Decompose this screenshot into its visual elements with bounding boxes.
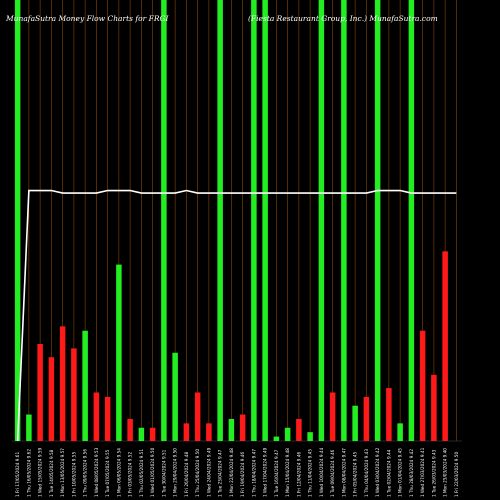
x-tick-label: 1 Mon 13/05/2024 9.57	[60, 448, 65, 497]
x-tick-label: 1 Thu 25/04/2024 9.50	[195, 449, 200, 497]
x-tick-label: 1 Fri 10/05/2024 9.55	[71, 452, 76, 497]
bar	[228, 418, 235, 441]
bar	[419, 330, 426, 441]
x-tick-label: 1 Thu 18/04/2024 9.47	[251, 449, 256, 497]
bar	[262, 0, 268, 441]
x-tick-label: 1 Mon 29/04/2024 9.50	[173, 448, 178, 497]
x-tick-label: 1 Tue 30/04/2024 9.51	[161, 449, 166, 497]
bar	[341, 0, 347, 441]
bar	[26, 414, 32, 441]
x-tick-label: 1 Tue 14/05/2024 9.58	[49, 449, 54, 497]
bar-series	[14, 0, 448, 441]
bar	[431, 374, 437, 441]
bar	[82, 330, 88, 441]
x-tick-label: 1 Wed 03/04/2024 9.42	[375, 447, 380, 497]
x-tick-label: 1 Tue 09/04/2024 9.46	[330, 449, 335, 497]
bar	[93, 392, 100, 441]
x-tick-label: 1 Mon 22/04/2024 9.48	[229, 448, 234, 497]
x-tick-label: 1 Fri 19/04/2024 9.46	[240, 452, 245, 497]
x-tick-label: 1 Thu 11/04/2024 9.45	[308, 449, 313, 497]
bar	[397, 423, 403, 441]
x-tick-label: 1 Mon 15/04/2024 9.48	[285, 448, 290, 497]
bar	[172, 352, 178, 441]
bar	[194, 392, 201, 441]
chart-title: MunafaSutra Money Flow Charts for FRGI	[5, 14, 169, 23]
bar	[14, 0, 21, 441]
x-tick-label: 1 Tue 16/04/2024 9.47	[274, 449, 279, 497]
x-tick-label: 1 Tue 02/04/2024 9.44	[386, 449, 391, 497]
x-tick-label: 1 Thu 16/05/2024 9.62	[26, 449, 31, 497]
x-tick-label: 1 Mon 01/04/2024 9.45	[398, 448, 403, 497]
x-tick-label: 1 Wed 17/04/2024 9.49	[263, 447, 268, 497]
bar	[138, 427, 145, 441]
bar	[48, 357, 55, 441]
x-tick-label: 1 Fri 12/04/2024 9.46	[296, 452, 301, 497]
x-tick-label: 1 Wed 24/04/2024 9.49	[206, 447, 211, 497]
x-tick-label: 1 Wed 15/05/2024 9.59	[38, 447, 43, 497]
x-tick-label: 1 Fri 17/05/2024 9.61	[15, 452, 20, 497]
bar	[161, 0, 167, 441]
bar	[318, 0, 325, 441]
x-tick-label: 1 Wed 27/03/2024 9.41	[420, 447, 425, 497]
x-tick-label: 1 Fri 03/05/2024 9.52	[128, 452, 133, 497]
x-tick-label: 1 Thu 04/04/2024 9.43	[364, 449, 369, 497]
bar	[183, 423, 190, 441]
price-line	[16, 189, 457, 442]
x-tick-label: 1 Fri 26/04/2024 9.48	[184, 452, 189, 497]
bar	[239, 414, 246, 441]
x-tick-labels: 1 Fri 17/05/2024 9.61 1 Thu 16/05/2024 9.…	[15, 447, 459, 497]
bar	[296, 418, 302, 441]
bar	[149, 427, 156, 441]
bar	[116, 264, 122, 441]
bar	[251, 0, 257, 441]
bar	[59, 326, 66, 441]
chart-subtitle: (Fiesta Restaurant Group, Inc.) MunafaSu…	[248, 14, 438, 23]
x-tick-label: 1 Thu 28/03/2024 9.42	[409, 449, 414, 497]
bar	[284, 427, 291, 441]
x-tick-label: 1 Wed 08/05/2024 9.53	[94, 447, 99, 497]
bar	[217, 0, 223, 441]
x-tick-label: 1 Tue 23/04/2024 9.47	[218, 449, 223, 497]
bar	[104, 396, 111, 441]
bar	[442, 251, 448, 441]
bar	[37, 343, 43, 441]
bar	[273, 436, 280, 441]
bar	[307, 432, 313, 441]
x-tick-label: 1 Mon 08/04/2024 9.47	[341, 448, 346, 497]
bar	[374, 0, 381, 441]
x-tick-label: 1 Wed 01/05/2024 9.50	[150, 447, 155, 497]
bar	[329, 392, 336, 441]
x-tick-label: 1 Thu 02/05/2024 9.51	[139, 449, 144, 497]
bar	[386, 388, 392, 441]
x-tick-label: 1 Fri 22/03/2024 9.50	[454, 452, 459, 497]
x-tick-label: 1 Fri 05/04/2024 9.45	[353, 452, 358, 497]
bar	[352, 405, 358, 441]
bar	[71, 348, 77, 441]
x-tick-label: 1 Tue 26/03/2024 9.43	[431, 449, 436, 497]
bar	[363, 396, 370, 441]
x-tick-label: 1 Tue 07/05/2024 9.55	[105, 449, 110, 497]
price-line-path	[16, 189, 457, 442]
bar	[408, 0, 415, 441]
x-tick-label: 1 Wed 10/04/2024 9.44	[319, 447, 324, 497]
bar	[127, 418, 133, 441]
x-tick-label: 1 Mon 06/05/2024 9.54	[116, 448, 121, 497]
bar	[206, 423, 212, 441]
x-tick-label: 1 Mon 25/03/2024 9.40	[443, 448, 448, 497]
x-tick-label: 1 Thu 09/05/2024 9.56	[83, 449, 88, 497]
